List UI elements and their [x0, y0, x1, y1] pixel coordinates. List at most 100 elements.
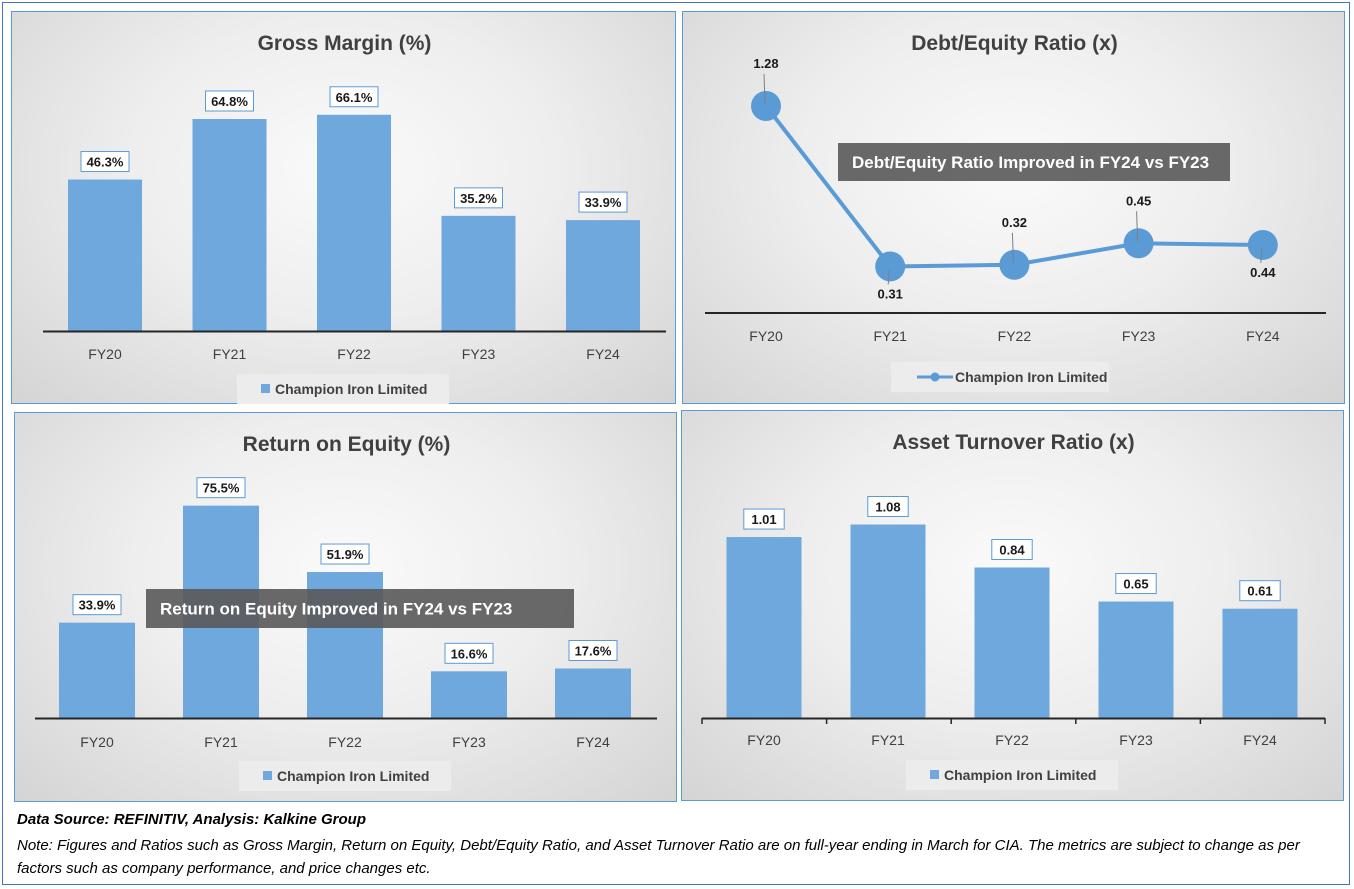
chart-3-tick-0: FY20	[747, 732, 781, 748]
asset-turnover-chart: Asset Turnover Ratio (x) 1.01 FY20 1.08 FY21…	[701, 431, 1326, 790]
chart-0-bar-fy24	[566, 220, 640, 331]
chart-1-point-fy23	[1123, 228, 1154, 259]
chart-2-annotation: Return on Equity Improved in FY24 vs FY2…	[160, 600, 512, 619]
chart-0-value-label-2: 66.1%	[336, 90, 373, 105]
chart-2-value-label-0-box	[72, 594, 122, 616]
chart-3-value-label-4: 0.61	[1247, 584, 1272, 599]
chart-2-tick-2: FY22	[328, 734, 362, 750]
chart-3-value-label-3-box	[1115, 573, 1157, 595]
debt-equity-chart: Debt/Equity Ratio (x) 1.28 FY20 0.31 FY21 0.3…	[705, 32, 1326, 392]
chart-0-bar-fy21	[192, 119, 267, 331]
chart-2-value-label-2: 51.9%	[327, 547, 364, 562]
chart-2-bar-fy24	[555, 668, 631, 718]
chart-1-leader-0	[763, 73, 766, 105]
chart-1-title: Debt/Equity Ratio (x)	[911, 32, 1118, 55]
chart-1-legend-marker	[930, 372, 940, 382]
chart-3-title: Asset Turnover Ratio (x)	[892, 431, 1134, 454]
chart-2-bar-fy23	[431, 671, 507, 718]
chart-1-tick-2: FY22	[998, 328, 1032, 344]
chart-3-value-label-2: 0.84	[999, 543, 1025, 558]
chart-1-value-label-0: 1.28	[753, 56, 778, 71]
chart-2-title: Return on Equity (%)	[243, 433, 451, 456]
footnote-text: Note: Figures and Ratios such as Gross M…	[17, 837, 1300, 877]
chart-0-tick-1: FY21	[213, 346, 247, 362]
chart-3-value-label-1: 1.08	[875, 500, 900, 515]
chart-2-value-label-4-box	[568, 640, 618, 661]
chart-1-leader-4	[1260, 248, 1263, 263]
chart-3-tick-2: FY22	[995, 732, 1029, 748]
chart-1-leader-2	[1011, 232, 1014, 263]
chart-2-value-label-1-box	[196, 477, 246, 499]
chart-0-value-label-4-box	[578, 191, 628, 213]
chart-3-legend-label: Champion Iron Limited	[944, 767, 1096, 783]
chart-1-value-label-1: 0.31	[878, 286, 903, 301]
return-on-equity-chart: Return on Equity (%) 33.9% FY20 75.5% FY21 51…	[35, 433, 657, 791]
gross-margin-panel: Gross Margin (%) 46.3% FY20 64.8% FY21 66.1% F…	[11, 11, 676, 404]
chart-3-tick-1: FY21	[871, 732, 905, 748]
chart-0-bar-fy22	[317, 114, 391, 331]
chart-0-bar-fy23	[441, 215, 516, 331]
chart-0-tick-2: FY22	[337, 346, 371, 362]
chart-1-point-fy21	[875, 251, 906, 282]
chart-1-leader-3	[1136, 211, 1139, 242]
chart-1-annotation: Debt/Equity Ratio Improved in FY24 vs FY…	[852, 153, 1209, 172]
chart-3-bar-fy24	[1222, 608, 1298, 718]
chart-2-legend-label: Champion Iron Limited	[277, 768, 429, 784]
data-source-text: Data Source: REFINITIV, Analysis: Kalkin…	[17, 811, 366, 828]
debt-equity-panel: Debt/Equity Ratio (x) 1.28 FY20 0.31 FY21 0.3…	[682, 11, 1345, 404]
chart-0-bar-fy20	[68, 179, 142, 331]
asset-turnover-panel: Asset Turnover Ratio (x) 1.01 FY20 1.08 FY21…	[681, 410, 1344, 801]
chart-0-value-label-0: 46.3%	[87, 155, 124, 170]
chart-3-tick-4: FY24	[1243, 732, 1277, 748]
chart-0-value-label-3: 35.2%	[460, 191, 497, 206]
chart-1-tick-0: FY20	[749, 328, 783, 344]
chart-2-value-label-3: 16.6%	[451, 646, 488, 661]
chart-3-bar-fy23	[1098, 601, 1174, 718]
chart-2-tick-1: FY21	[204, 734, 238, 750]
chart-3-legend-swatch	[930, 770, 939, 779]
return-on-equity-panel: Return on Equity (%) 33.9% FY20 75.5% FY21 51…	[14, 412, 677, 802]
chart-1-tick-4: FY24	[1246, 328, 1280, 344]
chart-2-tick-4: FY24	[576, 734, 610, 750]
chart-0-value-label-2-box	[329, 86, 379, 108]
chart-3-legend-box	[906, 760, 1118, 790]
chart-2-value-label-1: 75.5%	[203, 481, 240, 496]
chart-2-legend-swatch	[263, 771, 272, 780]
chart-3-tick-3: FY23	[1119, 732, 1153, 748]
chart-0-value-label-0-box	[80, 151, 130, 173]
chart-1-annotation-box	[838, 143, 1230, 181]
chart-3-bar-fy20	[726, 537, 802, 718]
chart-1-leader-1	[887, 270, 890, 285]
chart-0-tick-3: FY23	[462, 346, 496, 362]
chart-0-legend-label: Champion Iron Limited	[275, 381, 427, 397]
chart-1-value-label-3: 0.45	[1126, 193, 1151, 208]
chart-0-legend-box	[237, 374, 449, 404]
chart-3-value-label-1-box	[867, 496, 909, 517]
chart-1-point-fy24	[1247, 229, 1278, 260]
chart-2-tick-3: FY23	[452, 734, 486, 750]
chart-2-bar-fy20	[59, 622, 135, 718]
chart-0-title: Gross Margin (%)	[258, 32, 432, 55]
chart-0-value-label-3-box	[454, 187, 503, 209]
chart-2-legend-box	[239, 761, 451, 791]
chart-3-value-label-0-box	[743, 508, 785, 530]
chart-2-value-label-0: 33.9%	[79, 598, 116, 613]
chart-1-tick-1: FY21	[873, 328, 907, 344]
chart-2-value-label-4: 17.6%	[575, 644, 612, 659]
chart-1-point-fy20	[751, 91, 781, 121]
chart-2-annotation-box	[146, 589, 574, 628]
chart-1-value-label-4: 0.44	[1250, 265, 1276, 280]
chart-0-tick-0: FY20	[88, 346, 122, 362]
chart-0-value-label-1-box	[205, 90, 254, 112]
chart-2-value-label-2-box	[320, 543, 370, 565]
chart-0-tick-4: FY24	[586, 346, 620, 362]
chart-1-tick-3: FY23	[1122, 328, 1156, 344]
gross-margin-chart: Gross Margin (%) 46.3% FY20 64.8% FY21 66.1% F…	[43, 32, 666, 404]
chart-2-value-label-3-box	[444, 642, 494, 664]
chart-3-bar-fy21	[850, 524, 926, 718]
chart-1-series-line	[764, 104, 1263, 269]
chart-2-tick-0: FY20	[80, 734, 114, 750]
chart-0-value-label-4: 33.9%	[585, 195, 622, 210]
chart-1-point-fy22	[999, 249, 1030, 280]
